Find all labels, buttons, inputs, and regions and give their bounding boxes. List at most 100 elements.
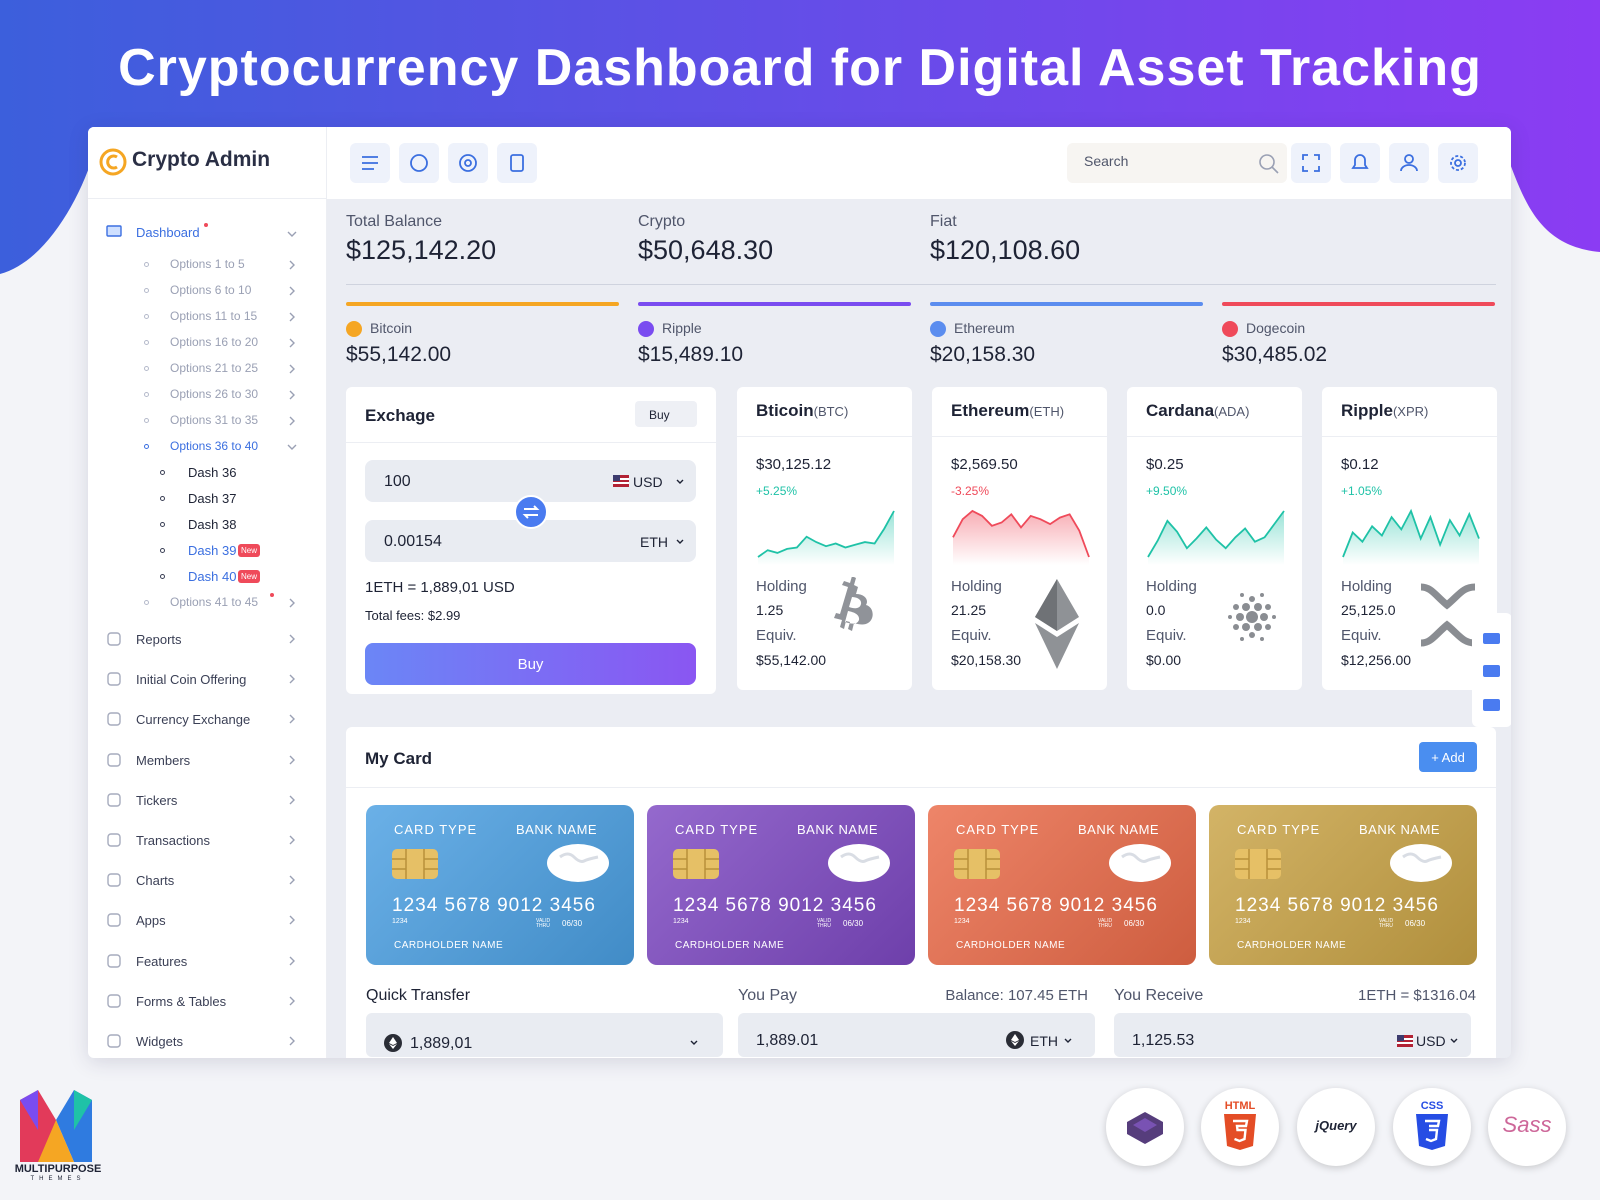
toolbar-button[interactable] (497, 143, 537, 183)
icon-rect (107, 793, 121, 807)
icon-circle (1260, 593, 1264, 597)
toolbar-button[interactable] (399, 143, 439, 183)
search-box[interactable] (1067, 143, 1287, 183)
icon-path (289, 338, 295, 348)
swap-button[interactable] (514, 495, 548, 529)
icon-circle (459, 154, 477, 172)
dropdown[interactable]: Buy (635, 401, 697, 427)
icon-path (287, 444, 297, 450)
menu-item[interactable]: Features (136, 953, 188, 969)
icon-rect (107, 672, 121, 686)
menu-item[interactable]: Apps (136, 913, 166, 929)
bank-card[interactable]: CARD TYPE BANK NAME 1234 5678 9012 3456 123… (928, 805, 1196, 965)
toolbar-button[interactable] (1291, 143, 1331, 183)
icon-rect (954, 849, 1000, 879)
menu-item[interactable]: Dashboard (136, 225, 200, 240)
menu-item[interactable]: Forms & Tables (136, 993, 227, 1009)
market-title: Bticoin(BTC) (756, 401, 848, 421)
menu-item[interactable]: Charts (136, 873, 175, 889)
toolbar-button[interactable] (1389, 143, 1429, 183)
currency-select[interactable]: ETH (1030, 1033, 1058, 1049)
menu-item[interactable]: Reports (136, 632, 182, 647)
floating-tools[interactable] (1472, 613, 1511, 727)
submenu-item[interactable]: Options 1 to 5 (170, 257, 245, 271)
icon-path (1064, 1038, 1072, 1043)
icon-rect (1235, 849, 1281, 879)
submenu-item[interactable]: Dash 36 (188, 465, 237, 480)
menu-item[interactable]: Members (136, 752, 191, 768)
bank-card[interactable]: CARD TYPE BANK NAME 1234 5678 9012 3456 123… (1209, 805, 1477, 965)
toolbar-button[interactable] (1340, 143, 1380, 183)
holding-value: 1.25 (756, 602, 784, 618)
valid-thru: VALID THRU (1379, 918, 1394, 929)
currency-select[interactable]: USD (633, 474, 663, 490)
bank-card[interactable]: CARD TYPE BANK NAME 1234 5678 9012 3456 123… (366, 805, 634, 965)
search-icon (1259, 154, 1279, 174)
valid-thru: VALID THRU (536, 918, 551, 929)
flag-icon (1397, 1035, 1413, 1047)
input-value: 100 (384, 473, 411, 490)
menu-item[interactable]: Widgets (136, 1034, 183, 1049)
chevron (289, 364, 295, 374)
submenu-item[interactable]: Dash 37 (188, 491, 237, 506)
menu-icon (107, 873, 121, 887)
icon-path (559, 852, 599, 863)
icon-circle (1228, 615, 1232, 619)
cardholder: CARDHOLDER NAME (394, 940, 504, 951)
submenu-item[interactable]: Dash 39 (188, 543, 237, 558)
price: $0.25 (1146, 456, 1184, 473)
input-value: 1,125.53 (1132, 1032, 1195, 1049)
input[interactable] (365, 460, 696, 502)
divider (346, 787, 1496, 788)
icon-rect (107, 712, 121, 727)
icon-circle (410, 154, 428, 172)
currency-select[interactable]: USD (1416, 1033, 1446, 1049)
toolbar-button[interactable] (448, 143, 488, 183)
submenu-item[interactable]: Dash 38 (188, 517, 237, 532)
chevron (289, 260, 295, 270)
icon-path (289, 875, 295, 885)
input[interactable] (738, 1013, 1095, 1057)
submenu-item[interactable]: Options 16 to 20 (170, 335, 259, 349)
toolbar-button[interactable] (350, 143, 390, 183)
submenu-item[interactable]: Options 6 to 10 (170, 283, 252, 297)
menu-icon (107, 793, 121, 807)
sparkline (1342, 508, 1480, 565)
equiv-value: $55,142.00 (756, 652, 827, 668)
menu-item[interactable]: Transactions (136, 833, 210, 848)
bullet (160, 522, 165, 527)
submenu-item[interactable]: Options 21 to 25 (170, 361, 259, 375)
submenu-item[interactable]: Options 36 to 40 (170, 439, 259, 453)
icon-rect (613, 482, 629, 484)
icon-rect (399, 143, 439, 183)
divider (346, 442, 716, 443)
chevron (289, 416, 295, 426)
chevron (289, 795, 295, 805)
submenu-item[interactable]: Dash 40 (188, 569, 237, 584)
caret (1450, 1038, 1458, 1043)
bank-card[interactable]: CARD TYPE BANK NAME 1234 5678 9012 3456 123… (647, 805, 915, 965)
equiv-label: Equiv. (1146, 627, 1187, 644)
market-card: Ripple(XPR) $0.12 +1.05% Holding 25,125.0 Equ… (1322, 387, 1497, 690)
menu-item[interactable]: Initial Coin Offering (136, 672, 247, 688)
currency-select[interactable]: ETH (640, 534, 668, 550)
icon-rect (1483, 699, 1500, 711)
menu-item[interactable]: Currency Exchange (136, 712, 251, 728)
submenu-item[interactable]: Options 11 to 15 (170, 309, 258, 323)
menu-item[interactable]: Tickers (136, 792, 178, 808)
coin-value: $15,489.10 (638, 343, 744, 366)
menu-icon (107, 1034, 121, 1048)
chevron (289, 875, 295, 885)
icon-path (1450, 1038, 1458, 1043)
submenu-item[interactable]: Options 31 to 35 (170, 413, 259, 427)
icon-rect (107, 1034, 121, 1048)
holding-label: Holding (756, 578, 807, 595)
icon-rect (1291, 143, 1331, 183)
notification-dot (270, 593, 274, 597)
add-button[interactable]: + Add (1419, 742, 1477, 772)
submenu-item[interactable]: Options 26 to 30 (170, 387, 259, 401)
submenu-item[interactable]: Options 41 to 45 (170, 595, 259, 609)
input[interactable] (366, 1013, 723, 1057)
buy-button[interactable]: Buy (365, 643, 696, 685)
toolbar-button[interactable] (1438, 143, 1478, 183)
